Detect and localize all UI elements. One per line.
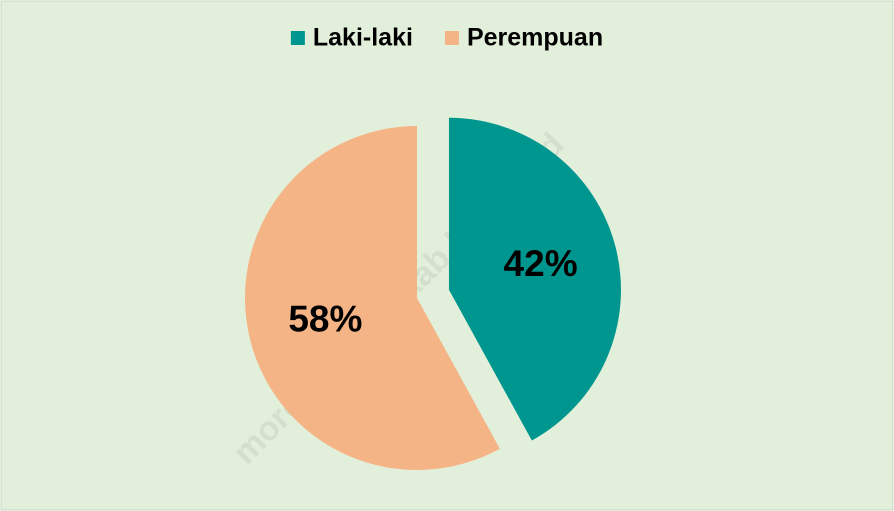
- value-label: 58%: [288, 298, 362, 339]
- legend-text: Perempuan: [467, 24, 603, 52]
- legend-swatch: [444, 31, 459, 45]
- legend-swatch: [290, 31, 305, 45]
- legend-text: Laki-laki: [313, 24, 413, 52]
- value-label: 42%: [504, 243, 578, 284]
- pie-slice: [245, 126, 500, 470]
- legend: Laki-laki Perempuan: [290, 24, 603, 52]
- pie-slice: [448, 117, 621, 441]
